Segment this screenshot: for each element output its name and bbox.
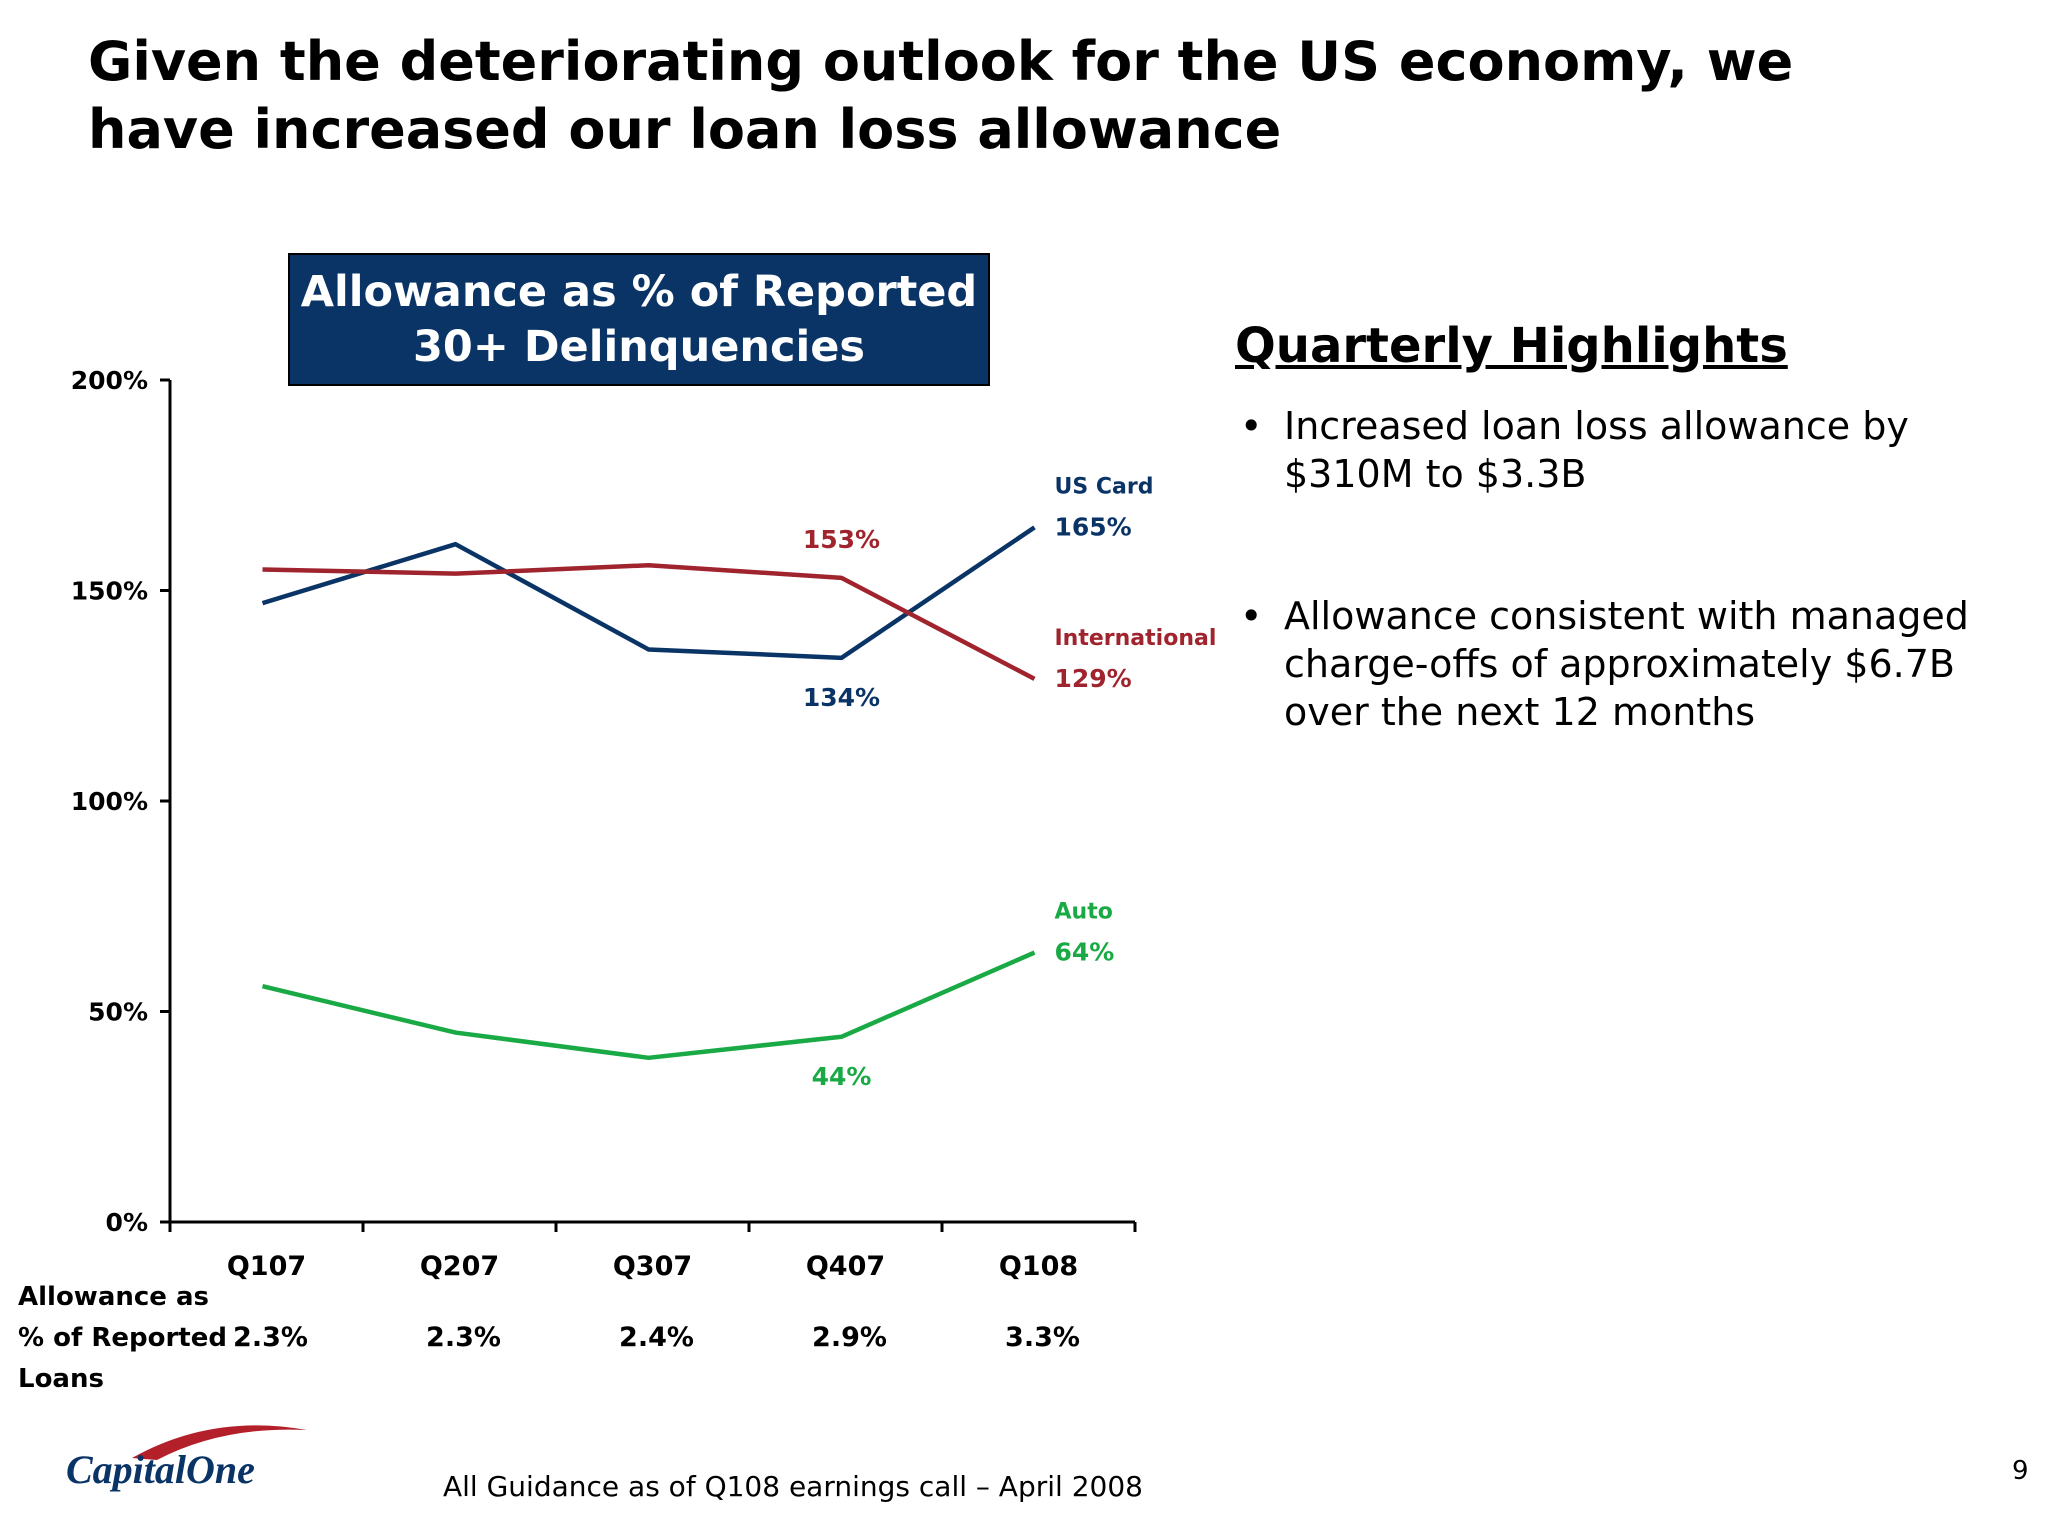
table-cell: 2.9% <box>812 1322 887 1353</box>
series-line-auto <box>261 950 1036 1061</box>
series-name-label: Auto <box>1055 900 1113 925</box>
table-row-label: Loans <box>18 1364 104 1394</box>
y-tick-label: 100% <box>71 787 148 816</box>
series-name-label: International <box>1055 626 1217 651</box>
data-label: 153% <box>803 525 880 554</box>
footer-note: All Guidance as of Q108 earnings call – … <box>443 1470 1143 1503</box>
x-tick-label: Q108 <box>999 1251 1078 1282</box>
chart-axes: 0% 50% 100% 150% 200% Q107 Q207 Q307 Q407 Q108 <box>71 366 1137 1282</box>
bullet-dot-icon: • <box>1240 404 1263 448</box>
y-tick-label: 0% <box>106 1208 148 1237</box>
chart-title-banner: Allowance as % of Reported 30+ Delinquen… <box>288 253 990 386</box>
y-tick-label: 50% <box>88 998 148 1027</box>
page-number: 9 <box>2012 1456 2029 1486</box>
y-tick-label: 150% <box>71 577 148 606</box>
chart-series-labels: 134% 165% US Card 153% 129% International 44% 6… <box>803 474 1216 1090</box>
table-cell: 3.3% <box>1005 1322 1080 1353</box>
bullet-dot-icon: • <box>1240 594 1263 638</box>
x-tick-label: Q307 <box>613 1251 692 1282</box>
data-label: 64% <box>1055 938 1115 967</box>
capital-one-logo: CapitalOne <box>66 1425 307 1492</box>
data-label: 129% <box>1055 664 1132 693</box>
x-tick-label: Q207 <box>420 1251 499 1282</box>
series-line-us-card <box>261 525 1036 661</box>
highlights-heading: Quarterly Highlights <box>1235 318 1788 374</box>
page-title: Given the deteriorating outlook for the … <box>88 30 1794 161</box>
logo-wordmark: CapitalOne <box>66 1447 255 1492</box>
table-row-label: % of Reported <box>18 1323 227 1353</box>
table-cell: 2.3% <box>426 1322 501 1353</box>
data-label: 165% <box>1055 512 1132 541</box>
chart-series <box>261 525 1036 1061</box>
x-tick-label: Q107 <box>227 1251 306 1282</box>
table-cell: 2.4% <box>619 1322 694 1353</box>
table-cell: 2.3% <box>233 1322 308 1353</box>
highlight-text: Allowance consistent with managed charge… <box>1284 594 1969 734</box>
y-tick-label: 200% <box>71 366 148 395</box>
table-row-label: Allowance as <box>18 1282 209 1312</box>
series-line-international <box>262 562 1036 681</box>
series-name-label: US Card <box>1055 474 1154 499</box>
chart-title: Allowance as % of Reported 30+ Delinquen… <box>300 266 978 372</box>
x-tick-label: Q407 <box>806 1251 885 1282</box>
data-label: 44% <box>812 1062 872 1091</box>
highlight-text: Increased loan loss allowance by $310M t… <box>1284 404 1909 496</box>
allowance-table: Allowance as % of Reported Loans 2.3% 2.3% 2.… <box>18 1282 1080 1394</box>
data-label: 134% <box>803 683 880 712</box>
logo-swoosh <box>132 1425 307 1460</box>
